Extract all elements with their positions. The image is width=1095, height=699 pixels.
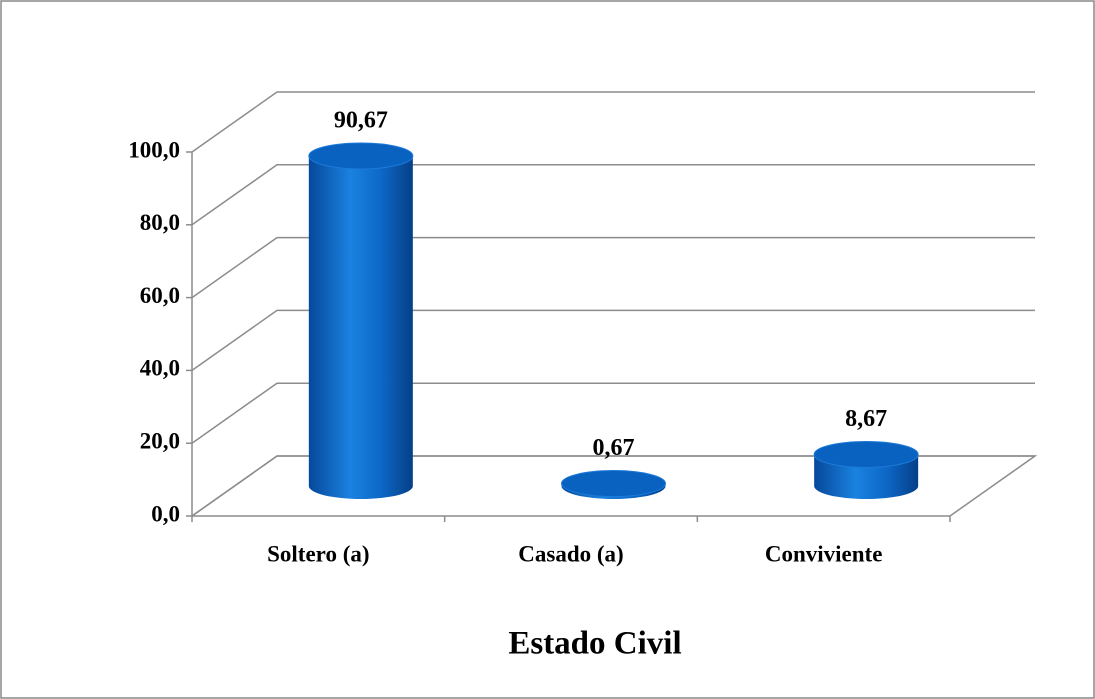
x-tick-label: Casado (a) [518,541,623,566]
bar-top [308,142,414,170]
grid-line [191,164,1035,226]
grid-line [191,455,1035,517]
y-tick-label: 80,0 [140,210,180,235]
y-tick-label: 20,0 [140,428,180,453]
value-label: 8,67 [845,406,887,432]
y-tick-label: 0,0 [151,501,180,526]
value-label: 90,67 [334,107,388,133]
grid-line [191,382,1035,444]
x-tick-label: Soltero (a) [267,541,369,566]
bar [308,142,413,500]
grid-line [191,236,1035,299]
grid-line [191,91,1035,153]
value-label: 0,67 [593,435,635,461]
bar-top [813,440,919,468]
bar-top [561,470,666,498]
grid-line [191,309,1035,372]
y-tick-label: 40,0 [140,356,180,381]
x-tick-label: Conviviente [765,541,883,566]
y-tick-label: 100,0 [128,137,180,162]
y-tick-label: 60,0 [140,283,180,308]
x-axis-label: Estado Civil [508,626,681,662]
